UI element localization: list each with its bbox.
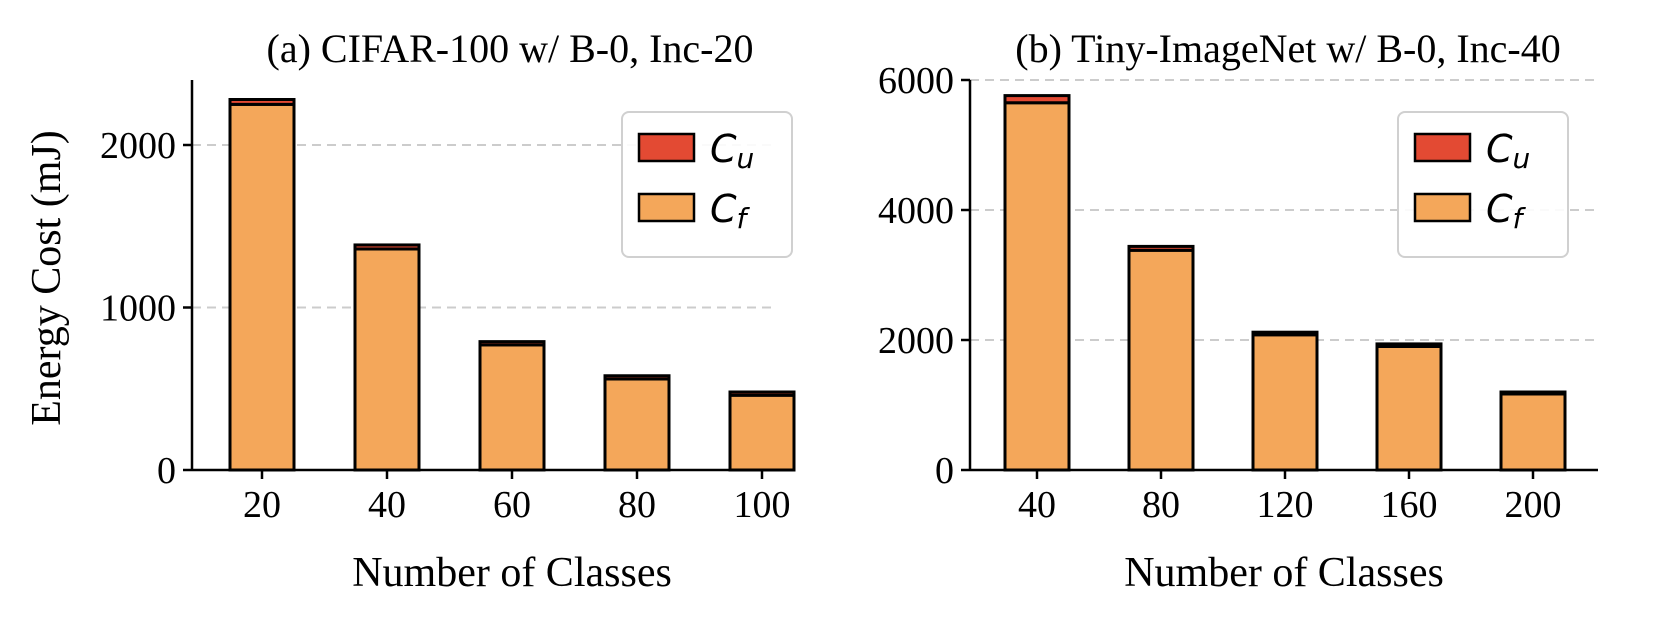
legend-label-cu: Cu xyxy=(710,127,754,175)
bar-cu xyxy=(228,98,296,106)
x-tick-label: 100 xyxy=(734,484,791,526)
bar-cu xyxy=(1499,390,1567,396)
y-tick-label: 0 xyxy=(935,450,954,492)
bar-cf xyxy=(1375,345,1443,472)
x-tick-label: 80 xyxy=(618,484,656,526)
bar-cf xyxy=(728,393,796,472)
bar-cu xyxy=(728,390,796,397)
bar-cf xyxy=(353,247,421,472)
chart-panel-a: (a) CIFAR-100 w/ B-0, Inc-20 Energy Cost… xyxy=(24,26,796,596)
legend-subscript: u xyxy=(1513,142,1531,175)
bar-cf xyxy=(478,343,546,472)
y-tick-label: 0 xyxy=(157,450,176,492)
bar-cu xyxy=(353,243,421,251)
y-tick-label: 6000 xyxy=(878,60,954,102)
bar-cf xyxy=(603,377,671,472)
y-axis-label: Energy Cost (mJ) xyxy=(24,130,70,426)
x-tick-label: 200 xyxy=(1505,484,1562,526)
x-tick-label: 120 xyxy=(1257,484,1314,526)
x-tick-label: 60 xyxy=(493,484,531,526)
chart-panel-b: (b) Tiny-ImageNet w/ B-0, Inc-40 Number … xyxy=(878,26,1598,596)
bar-cu xyxy=(603,374,671,381)
legend-label-cu: Cu xyxy=(1486,127,1530,175)
chart-title: (a) CIFAR-100 w/ B-0, Inc-20 xyxy=(267,26,754,71)
legend-swatch-cf xyxy=(1413,192,1472,223)
bar-cu xyxy=(1127,244,1195,252)
legend-symbol: C xyxy=(1486,187,1513,231)
x-axis-label: Number of Classes xyxy=(1124,550,1444,596)
y-tick-label: 4000 xyxy=(878,190,954,232)
legend-symbol: C xyxy=(710,127,737,171)
chart-title: (b) Tiny-ImageNet w/ B-0, Inc-40 xyxy=(1015,26,1560,71)
legend-symbol: C xyxy=(710,187,737,231)
x-tick-label: 20 xyxy=(243,484,281,526)
x-tick-label: 40 xyxy=(1018,484,1056,526)
legend-swatch-cf xyxy=(637,192,696,223)
bar-cu xyxy=(1003,94,1071,105)
bar-cf xyxy=(228,102,296,472)
bar-cf xyxy=(1003,101,1071,472)
bar-cu xyxy=(478,340,546,347)
x-tick-label: 160 xyxy=(1381,484,1438,526)
y-tick-label: 2000 xyxy=(878,320,954,362)
legend-swatch-cu xyxy=(637,132,696,163)
bar-cu xyxy=(1251,330,1319,337)
x-tick-label: 40 xyxy=(368,484,406,526)
legend-subscript: u xyxy=(737,142,755,175)
bar-cf xyxy=(1127,248,1195,472)
bar-cf xyxy=(1499,392,1567,472)
x-axis-label: Number of Classes xyxy=(352,550,672,596)
y-tick-label: 1000 xyxy=(100,288,176,330)
legend-swatch-cu xyxy=(1413,132,1472,163)
y-tick-label: 2000 xyxy=(100,125,176,167)
bar-cf xyxy=(1251,333,1319,472)
legend-symbol: C xyxy=(1486,127,1513,171)
x-tick-label: 80 xyxy=(1142,484,1180,526)
bar-cu xyxy=(1375,342,1443,348)
